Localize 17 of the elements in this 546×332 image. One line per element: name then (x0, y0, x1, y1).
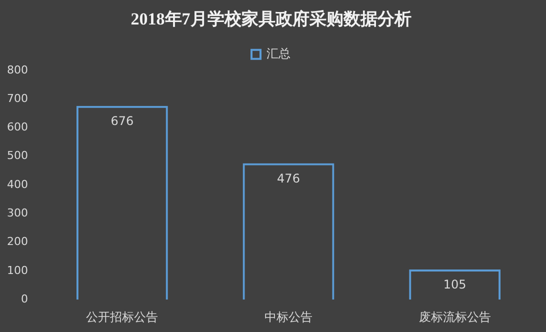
y-tick-label: 100 (6, 264, 28, 277)
data-label: 105 (443, 278, 466, 292)
y-tick-label: 200 (6, 235, 28, 248)
y-tick-label: 300 (6, 206, 28, 220)
y-tick-label: 600 (6, 120, 28, 134)
x-tick-label: 废标流标公告 (418, 310, 491, 324)
data-label: 676 (110, 114, 134, 128)
legend-label: 汇总 (266, 46, 290, 61)
chart-title: 2018年7月学校家具政府采购数据分析 (130, 10, 412, 29)
x-tick-label: 公开招标公告 (86, 310, 158, 324)
y-tick-label: 400 (6, 178, 28, 191)
y-tick-label: 0 (20, 292, 28, 306)
y-tick-label: 800 (6, 63, 28, 76)
y-tick-label: 700 (6, 92, 28, 105)
x-tick-label: 中标公告 (264, 310, 312, 324)
y-tick-label: 500 (6, 149, 28, 162)
data-label: 476 (277, 171, 300, 186)
